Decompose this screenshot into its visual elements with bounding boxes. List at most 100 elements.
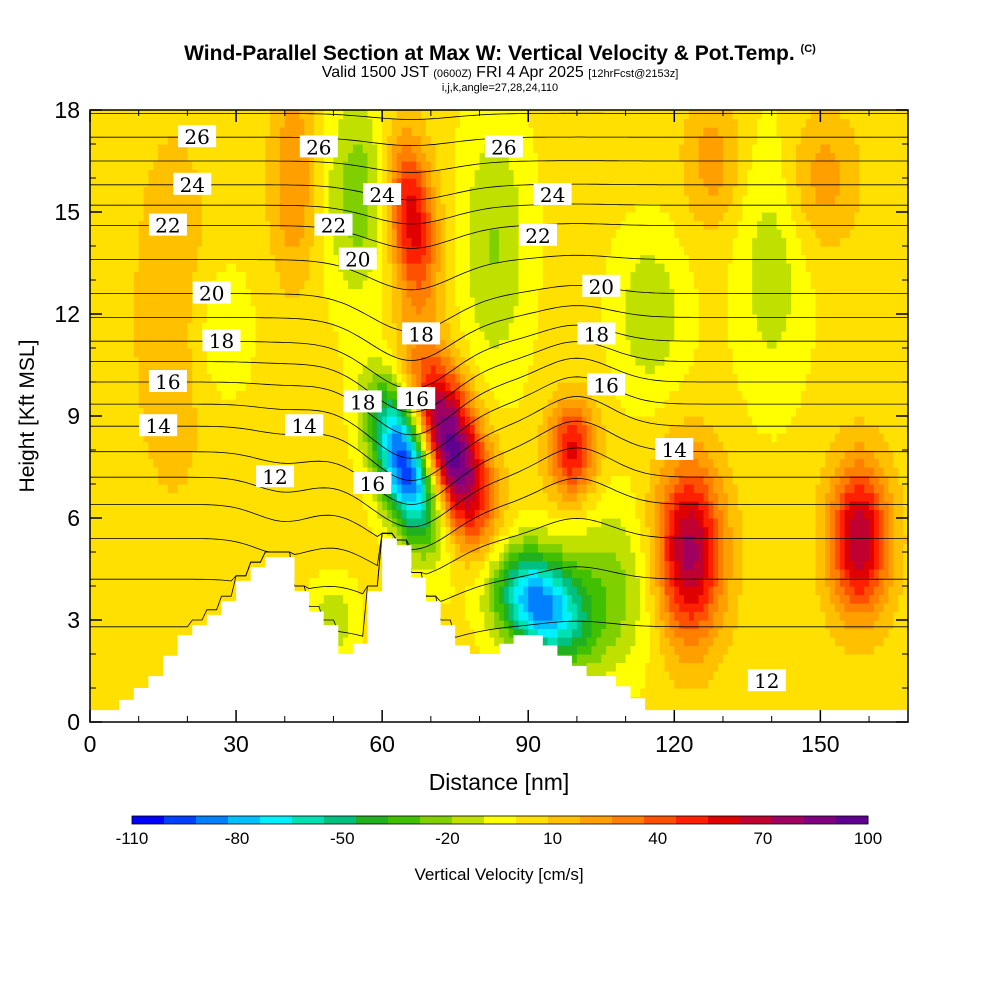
velocity-cell — [221, 254, 227, 264]
velocity-cell — [304, 399, 310, 409]
velocity-cell — [187, 322, 193, 332]
velocity-cell — [182, 450, 188, 460]
velocity-cell — [201, 118, 208, 128]
velocity-cell — [289, 237, 296, 247]
velocity-cell — [328, 603, 335, 613]
velocity-cell — [153, 458, 159, 468]
velocity-cell — [279, 161, 286, 171]
velocity-cell — [304, 569, 310, 579]
velocity-cell — [313, 399, 320, 409]
velocity-cell — [167, 467, 174, 477]
velocity-cell — [109, 535, 115, 545]
velocity-cell — [309, 186, 315, 196]
velocity-cell — [391, 220, 398, 230]
velocity-cell — [133, 331, 140, 341]
velocity-cell — [163, 509, 169, 519]
velocity-cell — [318, 305, 325, 315]
velocity-cell — [104, 450, 111, 460]
velocity-cell — [187, 594, 193, 604]
velocity-cell — [387, 492, 393, 502]
velocity-cell — [343, 509, 349, 519]
velocity-cell — [182, 611, 188, 621]
velocity-cell — [187, 212, 193, 222]
velocity-cell — [90, 433, 96, 443]
velocity-cell — [99, 382, 106, 392]
velocity-cell — [138, 552, 145, 562]
velocity-cell — [231, 484, 237, 494]
velocity-cell — [128, 535, 135, 545]
velocity-cell — [357, 237, 364, 247]
velocity-cell — [119, 203, 125, 213]
velocity-cell — [275, 144, 281, 154]
velocity-cell — [158, 271, 164, 281]
velocity-cell — [187, 305, 193, 315]
velocity-cell — [187, 373, 193, 383]
velocity-cell — [284, 186, 291, 196]
velocity-cell — [216, 399, 223, 409]
velocity-cell — [240, 135, 247, 145]
velocity-cell — [387, 246, 393, 256]
velocity-cell — [182, 322, 188, 332]
velocity-cell — [138, 458, 145, 468]
velocity-cell — [177, 288, 184, 298]
velocity-cell — [114, 509, 120, 519]
velocity-cell — [255, 152, 262, 162]
velocity-cell — [158, 637, 164, 647]
velocity-cell — [138, 348, 145, 358]
velocity-cell — [148, 314, 154, 324]
velocity-cell — [114, 280, 120, 290]
velocity-cell — [236, 144, 242, 154]
velocity-cell — [318, 382, 325, 392]
velocity-cell — [236, 237, 242, 247]
velocity-cell — [172, 509, 179, 519]
velocity-cell — [172, 526, 179, 536]
velocity-cell — [352, 110, 359, 120]
velocity-cell — [255, 110, 262, 120]
velocity-cell — [124, 688, 130, 698]
velocity-cell — [265, 407, 271, 417]
velocity-cell — [143, 637, 150, 647]
velocity-cell — [90, 484, 96, 494]
velocity-cell — [289, 552, 296, 562]
velocity-cell — [318, 467, 325, 477]
velocity-cell — [240, 297, 247, 307]
velocity-cell — [391, 467, 398, 477]
velocity-cell — [187, 603, 193, 613]
velocity-cell — [318, 169, 325, 179]
velocity-cell — [279, 135, 286, 145]
velocity-cell — [158, 297, 164, 307]
velocity-cell — [309, 560, 315, 570]
velocity-cell — [216, 152, 223, 162]
velocity-cell — [153, 297, 159, 307]
velocity-cell — [284, 305, 291, 315]
velocity-cell — [304, 229, 310, 239]
velocity-cell — [187, 263, 193, 273]
velocity-cell — [396, 441, 403, 451]
velocity-cell — [148, 543, 154, 553]
velocity-cell — [260, 390, 266, 400]
velocity-cell — [333, 475, 339, 485]
velocity-cell — [265, 220, 271, 230]
velocity-cell — [172, 237, 179, 247]
velocity-cell — [372, 509, 378, 519]
velocity-cell — [172, 620, 179, 630]
velocity-cell — [104, 594, 111, 604]
velocity-cell — [148, 467, 154, 477]
velocity-cell — [109, 127, 115, 137]
velocity-cell — [138, 620, 145, 630]
velocity-cell — [94, 288, 101, 298]
velocity-cell — [425, 526, 432, 536]
velocity-cell — [289, 229, 296, 239]
velocity-cell — [343, 645, 349, 655]
velocity-cell — [192, 237, 198, 247]
velocity-cell — [411, 280, 417, 290]
velocity-cell — [382, 450, 388, 460]
velocity-cell — [143, 229, 150, 239]
velocity-cell — [211, 407, 218, 417]
velocity-cell — [328, 526, 335, 536]
velocity-cell — [128, 569, 135, 579]
velocity-cell — [387, 348, 393, 358]
velocity-cell — [279, 339, 286, 349]
velocity-cell — [148, 203, 154, 213]
velocity-cell — [99, 314, 106, 324]
